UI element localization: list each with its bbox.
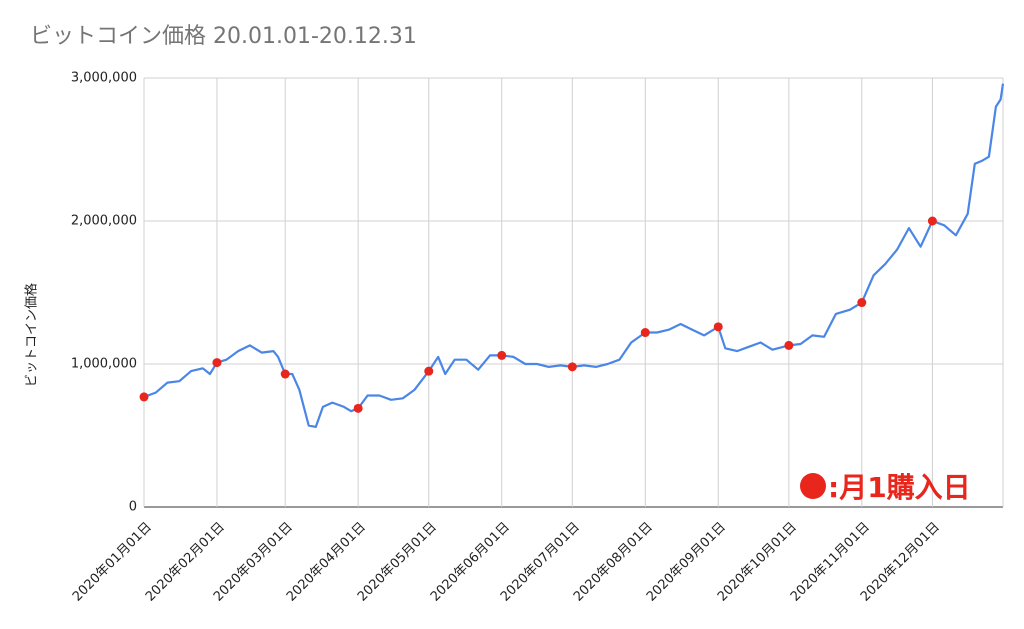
y-tick-label: 2,000,000 [70, 213, 137, 229]
purchase-marker [353, 403, 363, 413]
purchase-marker [567, 362, 577, 372]
purchase-marker [857, 298, 867, 308]
purchase-marker [424, 366, 434, 376]
purchase-marker [497, 350, 507, 360]
chart-title: ビットコイン価格 20.01.01-20.12.31 [30, 24, 417, 49]
legend-label: :月1購入日 [828, 471, 971, 504]
purchase-marker [927, 216, 937, 226]
purchase-marker [212, 358, 222, 368]
purchase-marker [280, 369, 290, 379]
purchase-marker [713, 322, 723, 332]
legend: :月1購入日 [800, 466, 971, 506]
y-tick-label: 1,000,000 [70, 356, 137, 372]
purchase-marker [139, 392, 149, 402]
y-tick-label: 0 [128, 499, 137, 515]
purchase-marker [640, 328, 650, 338]
y-tick-label: 3,000,000 [70, 70, 137, 86]
legend-marker-icon [800, 473, 826, 499]
price-series-line [143, 83, 1005, 428]
purchase-marker [784, 340, 794, 350]
